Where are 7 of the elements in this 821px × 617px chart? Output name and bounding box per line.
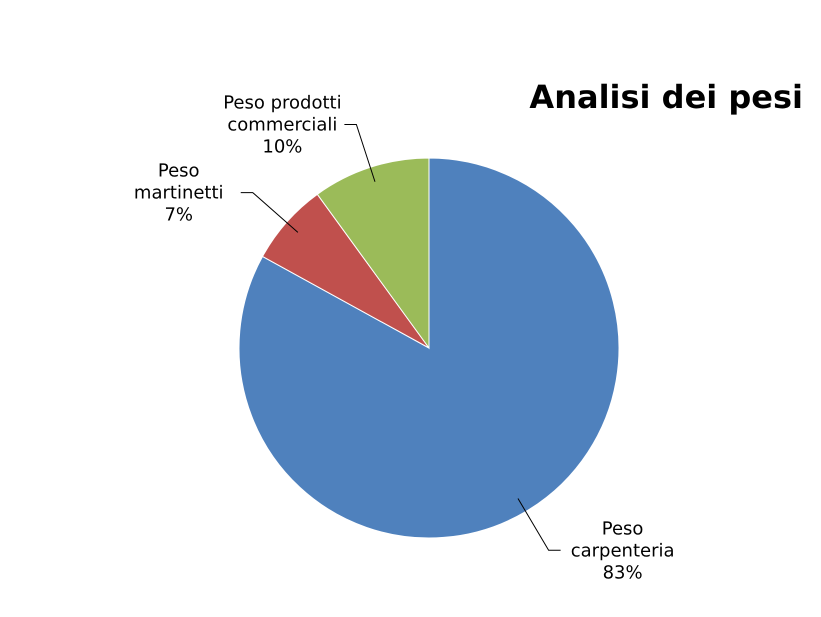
data-label: 83%: [602, 562, 643, 584]
chart-title: Analisi dei pesi: [529, 78, 803, 116]
data-label: 7%: [164, 204, 194, 226]
data-label: 10%: [262, 136, 302, 158]
slice-label: Peso carpenteria: [570, 518, 675, 562]
slice-label: Peso martinetti: [134, 160, 224, 204]
slice-label: Peso prodotti commerciali: [223, 92, 342, 136]
